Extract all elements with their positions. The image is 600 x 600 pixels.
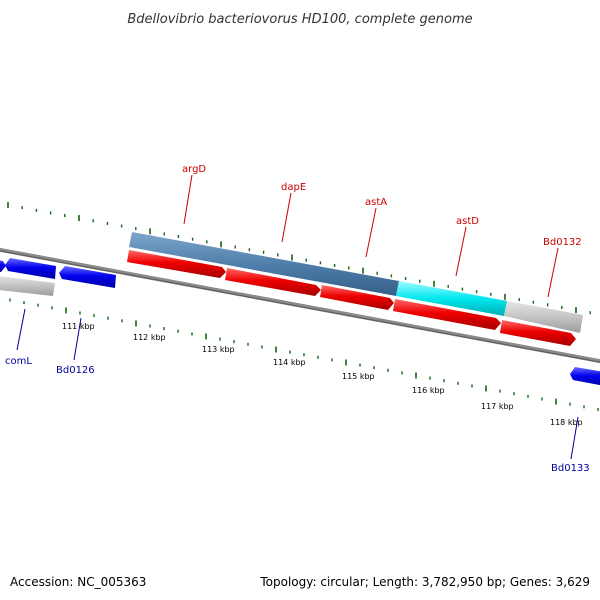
- forward-genes: [127, 250, 576, 346]
- reverse-genes: [0, 258, 600, 387]
- scale-label: 117 kbp: [481, 402, 514, 411]
- label-leader: [365, 207, 377, 258]
- operon-band: [129, 232, 583, 333]
- gene-label-Bd0133[interactable]: Bd0133: [551, 463, 590, 474]
- gene-argD[interactable]: [127, 250, 226, 278]
- gene-Bd0126[interactable]: [0, 275, 55, 296]
- sequence-backbone: [0, 247, 600, 364]
- label-leader: [570, 416, 579, 460]
- outer-tick-row: [7, 202, 591, 315]
- gene-label-Bd0132[interactable]: Bd0132: [543, 237, 582, 248]
- gene-label-comL[interactable]: comL: [5, 356, 32, 367]
- gene-dapE[interactable]: [225, 268, 321, 296]
- operon-segment-steelblue: [129, 232, 399, 296]
- gene-Bd0133[interactable]: [570, 367, 600, 387]
- gene-comL[interactable]: [5, 258, 56, 279]
- gene-label-Bd0126[interactable]: Bd0126: [56, 365, 95, 376]
- scale-label: 112 kbp: [133, 333, 166, 342]
- gene-astA[interactable]: [320, 285, 394, 310]
- scale-label: 116 kbp: [412, 386, 445, 395]
- gene-label-dapE[interactable]: dapE: [281, 182, 306, 193]
- forward-gene-labels: argD dapE astA astD Bd0132: [182, 164, 582, 298]
- scale-label: 113 kbp: [202, 345, 235, 354]
- scale-label: 115 kbp: [342, 372, 375, 381]
- gene-Bd0132[interactable]: [500, 320, 576, 346]
- gene-reverse-edge[interactable]: [0, 259, 6, 272]
- label-leader: [183, 174, 193, 225]
- gene-label-astD[interactable]: astD: [456, 216, 479, 227]
- label-leader: [16, 308, 26, 351]
- label-leader: [455, 226, 467, 277]
- accession-text: Accession: NC_005363: [10, 575, 146, 589]
- map-title: Bdellovibrio bacteriovorus HD100, comple…: [127, 12, 472, 27]
- scale-label: 114 kbp: [273, 358, 306, 367]
- genome-summary-text: Topology: circular; Length: 3,782,950 bp…: [259, 575, 590, 589]
- scale-label: 111 kbp: [62, 322, 95, 331]
- gene-label-argD[interactable]: argD: [182, 164, 206, 175]
- gene-label-astA[interactable]: astA: [365, 197, 387, 208]
- label-leader: [281, 192, 292, 243]
- gene-astD[interactable]: [393, 299, 501, 330]
- reverse-gene-labels: comL Bd0126 Bd0133: [5, 308, 590, 474]
- label-leader: [547, 247, 559, 298]
- gene-Bd0126-neighbor[interactable]: [59, 266, 116, 288]
- inner-tick-row: [9, 298, 599, 411]
- scale-label: 118 kbp: [550, 418, 583, 427]
- scale-labels: 111 kbp 112 kbp 113 kbp 114 kbp 115 kbp …: [62, 322, 583, 427]
- label-leader: [73, 317, 82, 361]
- operon-segment-grey: [504, 301, 583, 333]
- operon-segment-cyan: [396, 281, 507, 316]
